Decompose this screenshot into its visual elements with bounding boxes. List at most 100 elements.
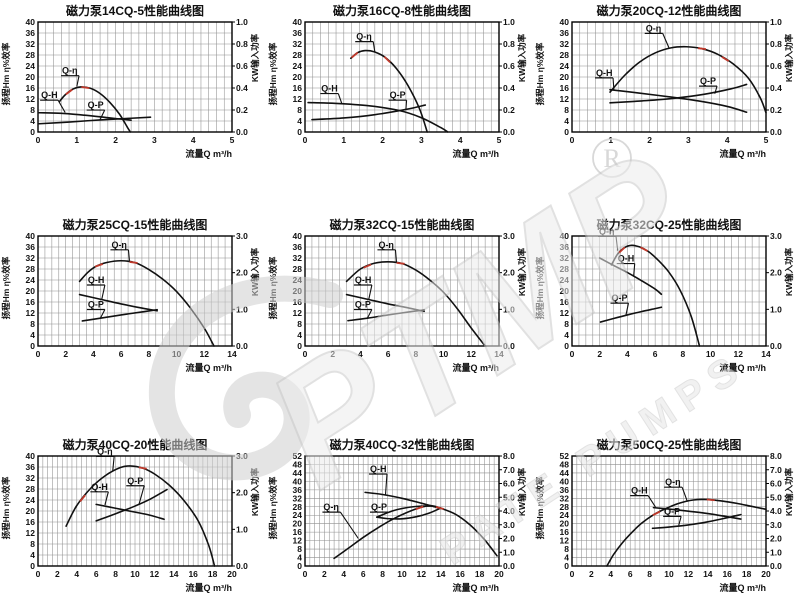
left-tick-label: 32 <box>560 39 570 49</box>
x-tick-label: 14 <box>703 569 713 579</box>
x-tick-label: 2 <box>589 569 594 579</box>
x-tick-label: 6 <box>653 349 658 359</box>
grid <box>38 22 232 132</box>
curve-label: Q-P <box>355 300 371 310</box>
left-tick-label: 32 <box>293 253 303 263</box>
x-tick-label: 2 <box>322 569 327 579</box>
right-tick-label: 0.0 <box>236 341 248 351</box>
curve-label: Q-H <box>370 464 387 474</box>
pump-curve-chart-9: 磁力泵50CQ-25性能曲线图5248444036322824201612840… <box>535 437 794 593</box>
left-axis-title: 扬程Hm η%效率 <box>1 256 11 319</box>
plot-border <box>571 21 767 133</box>
left-tick-label: 32 <box>560 493 570 503</box>
x-tick-label: 12 <box>467 349 477 359</box>
right-tick-label: 3.0 <box>503 520 515 530</box>
curve-Q-P <box>609 83 748 104</box>
eta-curve-mark <box>396 261 405 265</box>
right-tick-label: 0.0 <box>770 341 782 351</box>
curve-label: Q-η <box>111 240 127 250</box>
curve-label-leader <box>647 495 656 508</box>
left-tick-label: 4 <box>564 330 569 340</box>
plot-border <box>37 455 233 567</box>
curve-Q-P <box>599 306 663 323</box>
curve-label-leader <box>678 516 682 526</box>
curve-label-leader <box>662 33 670 49</box>
left-tick-label: 24 <box>560 275 570 285</box>
x-axis-title: 流量Q m³/h <box>453 582 500 593</box>
right-tick-label: 3.0 <box>770 231 782 241</box>
x-tick-label: 4 <box>191 135 196 145</box>
curve-label: Q-η <box>356 32 372 42</box>
eta-curve-mark <box>363 263 372 269</box>
chart-title: 磁力泵14CQ-5性能曲线图 <box>65 3 204 18</box>
right-tick-label: 0.0 <box>236 127 248 137</box>
pump-curve-chart-6: 磁力泵32CQ-25性能曲线图40363228242016128403.02.0… <box>535 217 794 373</box>
right-axis-title: KW输入功率 <box>250 33 260 82</box>
right-tick-label: 0.2 <box>770 105 782 115</box>
left-tick-label: 16 <box>560 297 570 307</box>
curve-label: Q-H <box>41 90 58 100</box>
left-tick-label: 24 <box>26 495 36 505</box>
left-tick-label: 20 <box>560 72 570 82</box>
eta-curve-mark <box>383 56 391 63</box>
left-tick-label: 28 <box>26 264 36 274</box>
curve-label-leader <box>57 99 66 113</box>
x-tick-label: 16 <box>188 569 198 579</box>
x-tick-label: 12 <box>417 569 427 579</box>
curve-label-leader <box>372 41 376 53</box>
left-tick-label: 0 <box>30 127 35 137</box>
left-tick-label: 4 <box>30 116 35 126</box>
curve-label-leader <box>127 249 131 261</box>
curve-Q-H <box>345 293 425 313</box>
right-tick-label: 0.4 <box>770 83 782 93</box>
left-tick-label: 16 <box>293 83 303 93</box>
grid <box>305 22 499 132</box>
grid <box>572 236 766 346</box>
left-tick-label: 36 <box>560 28 570 38</box>
left-tick-label: 20 <box>560 519 570 529</box>
right-tick-label: 0.8 <box>236 39 248 49</box>
x-axis-title: 流量Q m³/h <box>186 362 233 373</box>
right-tick-label: 7.0 <box>503 465 515 475</box>
x-tick-label: 6 <box>94 569 99 579</box>
curve-Q-P <box>95 488 168 522</box>
pump-curve-chart-3: 磁力泵20CQ-12性能曲线图40363228242016128401.00.8… <box>535 3 794 159</box>
x-tick-label: 18 <box>208 569 218 579</box>
left-tick-label: 32 <box>293 493 303 503</box>
eta-curve-mark <box>652 510 661 516</box>
curve-label-leader <box>681 487 688 502</box>
curve-label: Q-H <box>596 68 613 78</box>
left-tick-label: 12 <box>26 308 36 318</box>
right-axis-title: KW输入功率 <box>784 247 794 296</box>
left-tick-label: 4 <box>30 550 35 560</box>
chart-title: 磁力泵32CQ-15性能曲线图 <box>329 217 475 232</box>
left-tick-label: 12 <box>560 536 570 546</box>
chart-title: 磁力泵50CQ-25性能曲线图 <box>596 437 742 452</box>
left-tick-label: 44 <box>560 468 570 478</box>
left-tick-label: 16 <box>293 297 303 307</box>
left-tick-label: 0 <box>564 127 569 137</box>
right-tick-label: 0.4 <box>236 83 248 93</box>
x-tick-label: 0 <box>303 569 308 579</box>
curve-label-leader <box>625 303 630 315</box>
left-tick-label: 20 <box>26 72 36 82</box>
eta-curve-mark <box>721 56 730 62</box>
curve-label: Q-H <box>88 275 105 285</box>
x-tick-label: 4 <box>625 349 630 359</box>
left-tick-label: 36 <box>293 28 303 38</box>
eta-curve-mark <box>94 263 104 268</box>
curve-label-leader <box>368 284 373 300</box>
right-tick-label: 0.0 <box>503 561 515 571</box>
left-tick-label: 28 <box>560 264 570 274</box>
curve-label: Q-η <box>378 240 394 250</box>
right-tick-label: 2.0 <box>236 488 248 498</box>
chart-title: 磁力泵16CQ-8性能曲线图 <box>332 3 471 18</box>
curve-label-leader <box>378 511 389 518</box>
curve-label: Q-η <box>62 66 78 76</box>
chart-cell-4: 磁力泵25CQ-15性能曲线图 40 36 32 28 24 20 16 12 8 4 0 3.0 2.0… <box>0 216 266 381</box>
curve-label-leader <box>633 263 636 277</box>
right-axis-title: KW输入功率 <box>250 247 260 296</box>
x-tick-label: 10 <box>172 349 182 359</box>
x-tick-label: 10 <box>706 349 716 359</box>
